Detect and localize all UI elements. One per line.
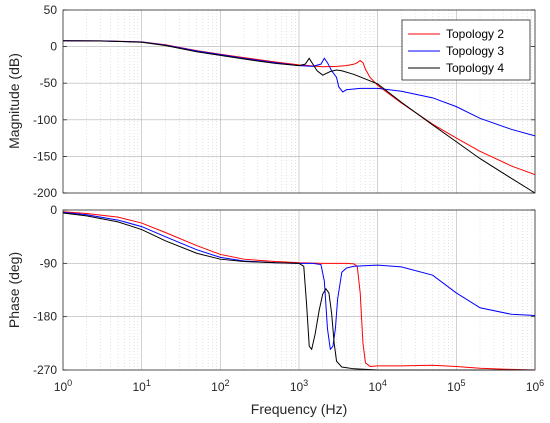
x-axis-label: Frequency (Hz) [251, 401, 347, 417]
x-tick-labels: 100 101 102 103 104 105 106 [54, 378, 544, 394]
phase-y-axis-label: Phase (deg) [6, 252, 22, 328]
y-tick-label: -270 [33, 363, 57, 377]
magnitude-axes-frame [62, 9, 536, 194]
x-tick-label: 106 [526, 378, 544, 394]
y-tick-label: 0 [50, 40, 57, 54]
legend-box [401, 19, 531, 81]
y-tick-label: -180 [33, 310, 57, 324]
magnitude-series-line-3 [62, 40, 536, 137]
magnitude-curves [62, 40, 536, 194]
x-tick-label: 104 [368, 378, 386, 394]
legend: Topology 2 Topology 3 Topology 4 [401, 19, 531, 81]
y-tick-label: -50 [40, 76, 58, 90]
magnitude-y-axis-label: Magnitude (dB) [6, 53, 22, 149]
x-tick-label: 100 [54, 378, 72, 394]
x-tick-label: 101 [132, 378, 150, 394]
magnitude-y-ticks: 50 0 -50 -100 -150 -200 [33, 3, 535, 200]
legend-entry-label: Topology 2 [446, 27, 504, 41]
y-tick-label: -200 [33, 186, 57, 200]
y-tick-label: -100 [33, 113, 57, 127]
x-tick-label: 103 [290, 378, 308, 394]
phase-series-line-3 [62, 211, 536, 351]
x-tick-label: 102 [211, 378, 229, 394]
y-tick-label: -90 [40, 256, 58, 270]
phase-axes-frame [62, 209, 536, 371]
magnitude-series-line-4 [62, 40, 536, 194]
phase-series-line-2 [62, 211, 536, 371]
y-tick-label: 50 [44, 3, 58, 17]
y-tick-label: -150 [33, 149, 57, 163]
phase-series-line-4 [62, 212, 535, 371]
legend-entry-label: Topology 3 [446, 44, 504, 58]
phase-y-ticks: 0 -90 -180 -270 [33, 203, 535, 377]
phase-panel: 0 -90 -180 -270 Phase (deg) [6, 203, 536, 377]
y-tick-label: 0 [50, 203, 57, 217]
legend-entry-label: Topology 4 [446, 61, 504, 75]
x-tick-label: 105 [447, 378, 465, 394]
phase-curves [62, 211, 536, 371]
